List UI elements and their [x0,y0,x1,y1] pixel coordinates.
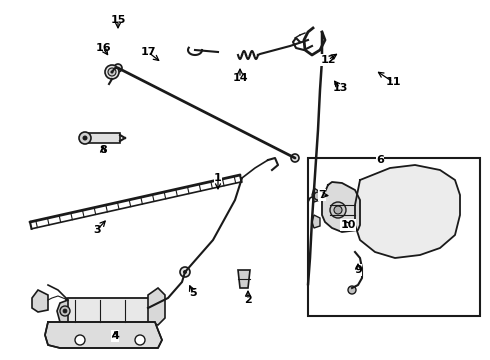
Circle shape [82,135,88,140]
Text: 14: 14 [232,73,248,83]
Circle shape [114,64,122,72]
Polygon shape [57,300,68,322]
Circle shape [108,68,116,76]
Polygon shape [32,290,48,312]
Text: 8: 8 [99,145,107,155]
Text: 9: 9 [354,265,362,275]
Text: 12: 12 [320,55,336,65]
Text: 4: 4 [111,331,119,341]
Text: 10: 10 [341,220,356,230]
Text: 17: 17 [140,47,156,57]
Text: 3: 3 [93,225,101,235]
Text: 16: 16 [95,43,111,53]
Polygon shape [238,270,250,288]
Text: 11: 11 [385,77,401,87]
Polygon shape [312,188,320,202]
FancyBboxPatch shape [66,298,150,324]
Circle shape [334,206,342,214]
Text: 2: 2 [244,295,252,305]
Text: 5: 5 [189,288,197,298]
Text: 1: 1 [214,173,222,183]
Text: 13: 13 [332,83,348,93]
Circle shape [291,154,299,162]
Circle shape [60,306,70,316]
Circle shape [135,335,145,345]
Text: 15: 15 [110,15,126,25]
Polygon shape [312,215,320,228]
Polygon shape [322,182,360,232]
Bar [85,133,120,143]
Polygon shape [148,288,165,325]
Circle shape [180,267,190,277]
Bar [308,158,480,316]
Text: 7: 7 [318,190,326,200]
Circle shape [75,335,85,345]
Circle shape [314,192,322,200]
Polygon shape [45,322,162,348]
Circle shape [63,309,67,313]
Circle shape [183,270,187,274]
Circle shape [330,202,346,218]
Text: 6: 6 [376,155,384,165]
Circle shape [348,286,356,294]
Circle shape [105,65,119,79]
Circle shape [79,132,91,144]
Circle shape [111,71,114,73]
Polygon shape [355,165,460,258]
